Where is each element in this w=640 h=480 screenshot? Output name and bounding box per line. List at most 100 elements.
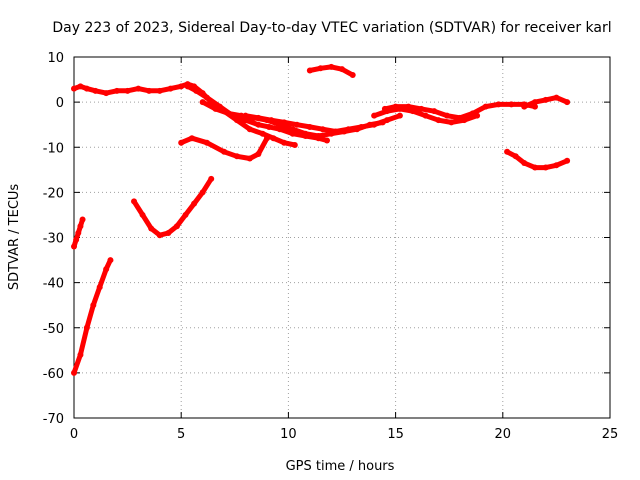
data-point	[221, 148, 228, 155]
data-point	[73, 236, 80, 243]
series-line	[131, 176, 214, 238]
data-point	[495, 101, 502, 108]
data-point	[456, 114, 463, 121]
data-point	[263, 135, 270, 142]
data-series	[71, 63, 571, 376]
y-tick-label: -60	[43, 367, 64, 382]
x-tick-label: 20	[495, 427, 512, 442]
data-point	[259, 130, 266, 137]
data-point	[203, 139, 210, 146]
data-point	[255, 151, 262, 158]
data-point	[242, 112, 249, 119]
data-point	[77, 223, 84, 230]
data-point	[482, 103, 489, 110]
data-point	[315, 132, 322, 139]
series-line	[178, 135, 270, 161]
data-point	[113, 87, 120, 94]
data-point	[289, 126, 296, 133]
data-point	[246, 126, 253, 133]
y-tick-label: -40	[43, 277, 64, 292]
y-tick-label: -50	[43, 322, 64, 337]
data-point	[255, 114, 262, 121]
data-point	[405, 103, 412, 110]
data-point	[131, 198, 138, 205]
data-point	[199, 99, 206, 106]
data-point	[521, 103, 528, 110]
data-point	[135, 85, 142, 92]
y-axis-label: SDTVAR / TECUs	[7, 184, 22, 291]
series-arc-6	[178, 135, 270, 162]
data-point	[371, 112, 378, 119]
data-point	[103, 90, 110, 97]
data-point	[178, 139, 185, 146]
data-point	[306, 123, 313, 130]
series-arc-7	[242, 112, 403, 135]
data-point	[270, 135, 277, 142]
data-point	[512, 153, 519, 160]
data-point	[266, 123, 273, 130]
data-point	[83, 324, 90, 331]
data-point	[293, 121, 300, 128]
data-point	[381, 105, 388, 112]
data-point	[508, 101, 515, 108]
data-point	[193, 87, 200, 94]
data-point	[255, 121, 262, 128]
data-point	[328, 63, 335, 70]
data-point	[103, 266, 110, 273]
y-tick-label: 0	[56, 96, 64, 111]
data-point	[542, 96, 549, 103]
series-arc-10	[381, 101, 538, 121]
y-tick-label: -70	[43, 412, 64, 427]
data-point	[521, 160, 528, 167]
data-point	[358, 123, 365, 130]
data-point	[349, 72, 356, 79]
y-tick-label: -10	[43, 141, 64, 156]
data-point	[542, 164, 549, 171]
data-point	[306, 67, 313, 74]
data-point	[156, 232, 163, 239]
data-point	[281, 119, 288, 126]
data-point	[319, 126, 326, 133]
data-point	[92, 87, 99, 94]
data-point	[188, 135, 195, 142]
data-point	[302, 130, 309, 137]
data-point	[71, 243, 77, 250]
series-arc-2	[71, 257, 114, 376]
data-point	[139, 211, 146, 218]
data-point	[165, 229, 172, 236]
data-point	[323, 137, 330, 144]
data-point	[392, 103, 399, 110]
data-point	[167, 85, 174, 92]
data-point	[191, 200, 198, 207]
series-arc-11	[521, 94, 571, 110]
y-tick-label: 10	[47, 51, 64, 66]
data-point	[233, 153, 240, 160]
data-point	[178, 83, 185, 90]
data-point	[291, 141, 298, 148]
data-point	[71, 85, 77, 92]
data-point	[184, 83, 191, 90]
y-tick-label: -20	[43, 186, 64, 201]
x-tick-label: 5	[177, 427, 185, 442]
data-point	[268, 117, 275, 124]
data-point	[418, 105, 425, 112]
data-point	[531, 99, 538, 106]
data-point	[384, 117, 391, 124]
data-point	[422, 112, 429, 119]
x-tick-label: 0	[70, 427, 78, 442]
data-point	[444, 112, 451, 119]
x-tick-label: 15	[387, 427, 404, 442]
data-point	[504, 148, 511, 155]
data-point	[146, 87, 153, 94]
data-point	[317, 65, 324, 72]
data-point	[531, 164, 538, 171]
data-point	[83, 85, 90, 92]
data-point	[553, 94, 560, 101]
data-point	[431, 108, 438, 115]
data-point	[182, 211, 189, 218]
data-point	[448, 119, 455, 126]
data-point	[124, 87, 131, 94]
data-point	[199, 189, 206, 196]
data-point	[77, 83, 84, 90]
